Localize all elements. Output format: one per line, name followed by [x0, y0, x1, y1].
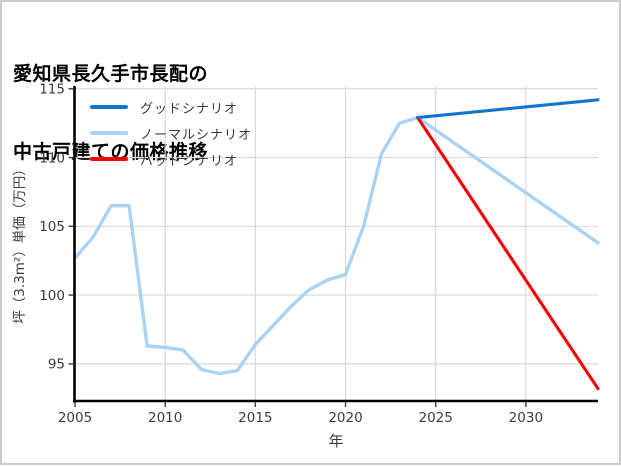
- x-axis-label: 年: [328, 432, 343, 450]
- legend-label-good: グッドシナリオ: [140, 101, 239, 117]
- series-line-good: [416, 98, 600, 120]
- legend-swatch-normal: [90, 131, 128, 135]
- legend-item-bad: バッドシナリオ: [90, 146, 252, 172]
- y-axis-label: 坪（3.3m²）単価（万円）: [12, 162, 28, 324]
- x-tick-label: 2005: [58, 410, 92, 426]
- series-line-bad: [416, 116, 600, 391]
- axis-layer: [68, 86, 598, 407]
- legend-swatch-bad: [90, 157, 128, 161]
- legend-label-bad: バッドシナリオ: [140, 153, 239, 169]
- x-tick-label: 2025: [419, 410, 453, 426]
- x-tick-label: 2020: [328, 410, 362, 426]
- legend-item-good: グッドシナリオ: [90, 94, 252, 120]
- tick-label-layer: 2005 2010 2015 2020 2025 2030 95 100 105 110 115: [39, 82, 543, 426]
- chart-legend: グッドシナリオ ノーマルシナリオ バッドシナリオ: [90, 94, 252, 172]
- x-tick-label: 2030: [509, 410, 543, 426]
- legend-item-normal: ノーマルシナリオ: [90, 120, 252, 146]
- y-tick-label: 115: [39, 82, 65, 98]
- x-tick-label: 2015: [238, 410, 272, 426]
- y-tick-label: 105: [39, 219, 65, 235]
- legend-swatch-good: [90, 105, 128, 109]
- y-tick-label: 110: [39, 150, 65, 166]
- y-tick-label: 100: [39, 288, 65, 304]
- chart-title-line1: 愛知県長久手市長配の: [13, 63, 209, 85]
- y-tick-label: 95: [48, 357, 65, 373]
- series-layer: [73, 98, 600, 391]
- legend-label-normal: ノーマルシナリオ: [140, 127, 253, 143]
- x-tick-label: 2010: [148, 410, 182, 426]
- series-line-normal: [73, 115, 600, 376]
